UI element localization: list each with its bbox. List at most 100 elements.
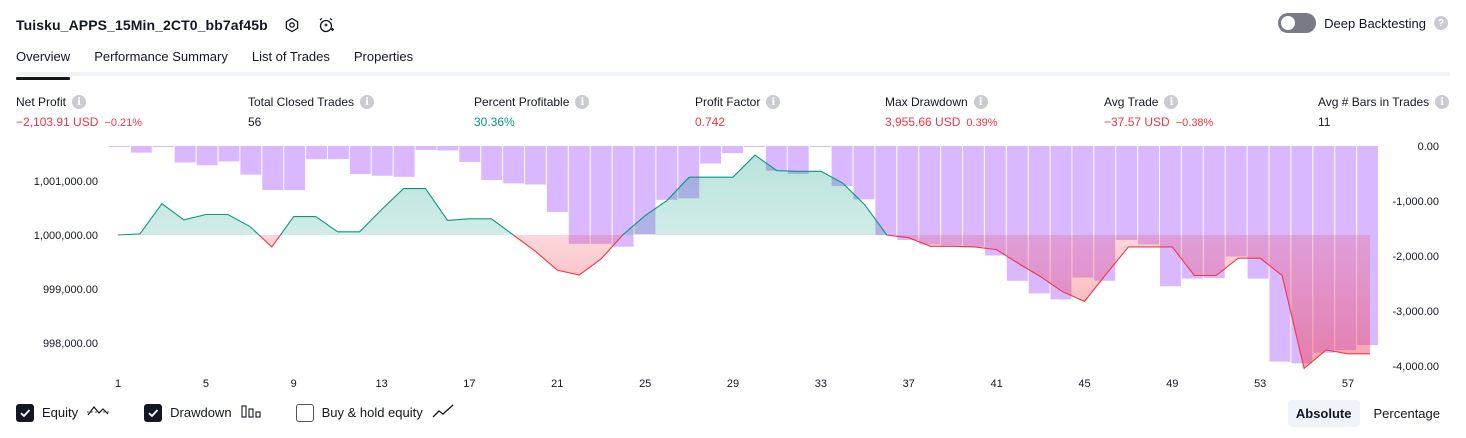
tab-properties[interactable]: Properties [353, 49, 414, 64]
metric-value: 0.742 [695, 115, 726, 129]
drawdown-bar [809, 146, 831, 147]
tab-list-of-trades[interactable]: List of Trades [251, 49, 330, 64]
equity-drawdown-chart[interactable]: 1,001,000.00 1,000,000.00 999,000.00 998,00… [0, 140, 1466, 395]
equity-line-down [118, 235, 1370, 370]
right-axis-label: 0.00 [1418, 141, 1439, 153]
metric-label: Net Profit [16, 95, 67, 109]
equity-line-icon [86, 403, 110, 422]
drawdown-bar [109, 146, 130, 147]
drawdown-checkbox[interactable] [144, 403, 163, 422]
help-icon[interactable]: ? [1434, 16, 1448, 30]
legend-equity-label: Equity [42, 405, 79, 420]
settings-icon[interactable] [282, 15, 302, 35]
drawdown-bar [941, 146, 962, 246]
drawdown-bar [240, 146, 262, 175]
drawdown-bar [1160, 146, 1181, 287]
drawdown-bar [393, 146, 415, 177]
report-tabs: Overview Performance Summary List of Tra… [16, 46, 1450, 80]
alert-add-icon[interactable] [316, 15, 336, 35]
x-axis-label: 45 [1078, 378, 1090, 390]
metric-label: Avg # Bars in Trades [1318, 95, 1430, 109]
x-axis-label: 21 [551, 378, 563, 390]
x-axis-label: 37 [903, 378, 915, 390]
equity-checkbox[interactable] [16, 403, 34, 422]
buyhold-line-icon [431, 403, 455, 422]
metric-sub: −0.21% [104, 117, 143, 129]
drawdown-bar [853, 146, 875, 200]
info-icon[interactable]: i [575, 95, 590, 109]
metric-label: Total Closed Trades [248, 95, 355, 109]
report-header: Tuisku_APPS_15Min_2CT0_bb7af45b [16, 12, 336, 38]
left-axis-label: 998,000.00 [43, 338, 98, 350]
percentage-button[interactable]: Percentage [1373, 406, 1441, 421]
info-icon[interactable]: i [1164, 95, 1179, 109]
legend-buy-hold[interactable]: Buy & hold equity [295, 403, 455, 422]
legend-drawdown-label: Drawdown [170, 405, 232, 420]
drawdown-bar [196, 146, 218, 166]
drawdown-bar [787, 146, 809, 174]
metric-avg-bars: Avg # Bars in Trades i 11 [1318, 94, 1450, 129]
buyhold-checkbox[interactable] [295, 403, 314, 422]
chart-legend: Equity Drawdown Buy & hold equity [16, 403, 489, 422]
x-axis-label: 17 [463, 378, 475, 390]
metric-value: −2,103.91 USD [16, 115, 99, 129]
x-axis-label: 29 [727, 378, 739, 390]
metric-label: Avg Trade [1104, 95, 1159, 109]
toggle-knob [1281, 16, 1296, 30]
equity-area-up [118, 155, 1370, 235]
right-axis-label: -2,000.00 [1393, 251, 1439, 263]
drawdown-bar [546, 146, 568, 212]
drawdown-bar [306, 146, 327, 160]
metric-profit-factor: Profit Factor i 0.742 [695, 94, 781, 129]
x-axis-label: 33 [815, 378, 827, 390]
info-icon[interactable]: i [72, 95, 87, 109]
drawdown-bars-icon [240, 403, 262, 422]
scale-switch: Absolute Percentage [1287, 400, 1448, 427]
x-axis-label: 41 [990, 378, 1002, 390]
metric-net-profit: Net Profit i −2,103.91 USD −0.21% [16, 94, 142, 129]
drawdown-bar [130, 146, 152, 153]
info-icon[interactable]: i [1435, 95, 1450, 109]
drawdown-bar [765, 146, 787, 171]
drawdown-bar [897, 146, 919, 240]
x-axis-label: 13 [375, 378, 387, 390]
info-icon[interactable]: i [766, 95, 781, 109]
left-axis-label: 1,000,000.00 [34, 230, 98, 242]
drawdown-bar [218, 146, 240, 162]
x-axis-label: 49 [1166, 378, 1178, 390]
right-axis-label: -1,000.00 [1393, 196, 1439, 208]
deep-backtesting: Deep Backtesting ? [1278, 13, 1448, 33]
drawdown-bar [831, 146, 853, 187]
metric-value: 30.36% [474, 115, 515, 129]
metric-value: 3,955.66 USD [885, 115, 961, 129]
drawdown-bar [744, 146, 765, 147]
drawdown-bar [459, 146, 481, 162]
drawdown-bar [481, 146, 503, 181]
drawdown-bar [262, 146, 284, 190]
drawdown-bar [1138, 146, 1159, 245]
absolute-button[interactable]: Absolute [1287, 400, 1360, 427]
info-icon[interactable]: i [973, 95, 988, 109]
info-icon[interactable]: i [360, 95, 375, 109]
tab-performance-summary[interactable]: Performance Summary [94, 49, 228, 64]
drawdown-bar [984, 146, 1006, 256]
drawdown-bar [656, 146, 678, 200]
metric-label: Max Drawdown [885, 95, 968, 109]
metric-sub: −0.38% [1175, 117, 1214, 129]
metric-value: 56 [248, 115, 262, 129]
equity-line-up [117, 154, 892, 235]
drawdown-bar [328, 146, 349, 160]
drawdown-bar [963, 146, 984, 247]
chart-axes: 1,001,000.00 1,000,000.00 999,000.00 998,00… [34, 141, 1439, 390]
metric-value: −37.57 USD [1104, 115, 1170, 129]
drawdown-bar [1225, 146, 1247, 257]
drawdown-bar [700, 146, 722, 164]
legend-equity[interactable]: Equity [16, 403, 110, 422]
deep-backtesting-toggle[interactable] [1278, 13, 1317, 33]
drawdown-bar [437, 146, 459, 151]
metric-avg-trade: Avg Trade i −37.57 USD −0.38% [1104, 94, 1213, 129]
deep-backtesting-label: Deep Backtesting [1324, 15, 1426, 31]
legend-buyhold-label: Buy & hold equity [321, 405, 423, 420]
tab-overview[interactable]: Overview [16, 46, 71, 80]
legend-drawdown[interactable]: Drawdown [144, 403, 261, 422]
